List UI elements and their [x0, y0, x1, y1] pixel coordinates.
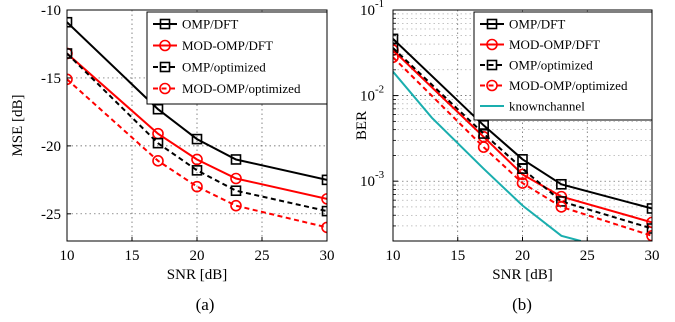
panel-b-y-tick-base-1: 10 [360, 89, 375, 105]
panel-b-series-omp-optimized-point-4 [646, 223, 652, 234]
panel-a-series-omp-dft-point-0 [67, 16, 73, 28]
panel-b-legend-omp-optimized-marker [486, 59, 498, 71]
panel-a-x-tick-label-1: 15 [125, 248, 140, 264]
panel-b-y-tick-base-0: 10 [360, 174, 375, 190]
panel-b-series-mod-omp-dft-point-4 [646, 216, 652, 229]
panel-b-y-axis-label: BER [354, 111, 370, 140]
panel-b-legend-knownchannel-label: knownchannel [509, 99, 585, 114]
panel-b-legend: OMP/DFT MOD-OMP/DFT OMP/optimized MOD-OMP/o… [473, 11, 653, 121]
panel-b-x-tick-label-0: 10 [386, 248, 401, 264]
panel-a-series-omp-optimized-line [67, 52, 327, 213]
panel-a-series-mod-omp-optimized-point-3 [230, 199, 242, 212]
panel-a-series-group [67, 16, 327, 234]
panel-a-series-omp-optimized-point-0 [67, 48, 73, 59]
panel-a-series-mod-omp-optimized-line [67, 78, 327, 229]
panel-a-legend-omp-dft-marker [159, 18, 171, 30]
panel-b-x-axis-label: SNR [dB] [492, 267, 552, 283]
panel-a-series-mod-omp-dft-point-2 [191, 153, 203, 166]
panel-b-series-omp-optimized-point-0 [393, 42, 399, 54]
panel-a-series-omp-dft-point-4 [321, 174, 327, 186]
panel-a-mse-chart: 10 15 20 25 30 SNR [dB] -25 -20 -15 -10 MSE [dB] OM… [10, 3, 335, 283]
panel-b-series-mod-omp-optimized-point-4 [646, 230, 652, 241]
panel-a-legend-mod-omp-optimized-label: MOD-OMP/optimized [182, 81, 301, 96]
panel-a-series-mod-omp-optimized-point-2 [191, 180, 203, 193]
panel-a-series-omp-dft-point-2 [191, 133, 203, 145]
panel-a-series-omp-optimized-point-1 [152, 137, 164, 149]
panel-b-x-tick-label-3: 25 [580, 248, 595, 264]
panel-b-series-mod-omp-optimized-line [393, 56, 652, 237]
panel-b-series-knownchannel-line [393, 71, 582, 241]
panel-a-series-mod-omp-optimized-point-0 [67, 73, 73, 86]
panel-b-legend-omp-dft-marker [486, 18, 498, 30]
panel-b-legend-omp-optimized-label: OMP/optimized [509, 58, 593, 73]
panel-a-legend-box [146, 11, 328, 105]
panel-a-legend-omp-dft-label: OMP/DFT [182, 17, 238, 32]
panel-b-series-omp-optimized-point-2 [517, 163, 528, 174]
panel-b-y-tick-base-2: 10 [360, 3, 375, 19]
panel-b-y-tick-exp-0: -3 [375, 169, 385, 181]
panel-a-y-tick-label-3: -10 [41, 3, 61, 19]
panel-b-legend-omp-dft-label: OMP/DFT [509, 17, 565, 32]
panel-b-x-tick-label-2: 20 [515, 248, 530, 264]
panel-a-legend-mod-omp-dft-label: MOD-OMP/DFT [182, 38, 273, 53]
panel-b-series-mod-omp-optimized-point-1 [477, 141, 490, 153]
panel-a-series-omp-optimized-point-4 [321, 205, 327, 217]
panel-b-legend-mod-omp-dft-marker [486, 38, 498, 51]
panel-a-series-mod-omp-optimized-point-1 [152, 155, 164, 167]
panel-b-series-mod-omp-optimized-point-2 [516, 177, 529, 189]
panel-a-series-omp-dft-line [67, 21, 327, 181]
panel-a-y-tick-label-1: -20 [41, 139, 61, 155]
panel-a-series-omp-optimized-point-2 [191, 165, 203, 176]
panel-b-series-omp-dft-point-4 [646, 203, 652, 214]
panel-a-series-mod-omp-optimized-point-4 [321, 221, 327, 234]
panel-b-series-mod-omp-optimized-point-3 [555, 201, 568, 213]
panel-a-series-mod-omp-dft-point-4 [321, 193, 327, 205]
panel-b-series-omp-optimized-point-1 [478, 128, 489, 139]
panel-a-legend: OMP/DFT MOD-OMP/DFT OMP/optimized MOD-OMP/o… [146, 11, 328, 105]
panel-a-series-omp-dft-point-3 [230, 154, 242, 165]
panel-a-x-axis-label: SNR [dB] [167, 267, 227, 283]
panel-a-y-tick-label-2: -15 [41, 71, 61, 87]
panel-b-legend-mod-omp-optimized-label: MOD-OMP/optimized [509, 78, 628, 93]
panel-b-legend-box [473, 11, 653, 121]
panel-b-series-omp-dft-point-0 [393, 33, 399, 45]
panel-a-x-tick-label-4: 30 [320, 248, 335, 264]
panel-b-series-omp-dft-point-3 [556, 178, 567, 190]
panel-b-y-tick-exp-2: -1 [375, 0, 384, 10]
panel-b-legend-mod-omp-dft-label: MOD-OMP/DFT [509, 37, 600, 52]
panel-a-series-omp-optimized-point-3 [230, 185, 242, 197]
panel-a-legend-mod-omp-optimized-marker [159, 82, 171, 95]
panel-b-caption: (b) [512, 295, 532, 314]
panel-a-series-mod-omp-dft-line [67, 52, 327, 200]
panel-a-x-tick-label-2: 20 [190, 248, 205, 264]
panel-a-caption: (a) [196, 295, 215, 314]
panel-a-legend-mod-omp-dft-marker [159, 39, 171, 52]
panel-b-series-omp-dft-line [393, 38, 652, 210]
panel-a-legend-omp-optimized-marker [159, 61, 171, 73]
panel-a-x-tick-label-0: 10 [60, 248, 75, 264]
panel-b-series-mod-omp-dft-line [393, 49, 652, 224]
panel-b-y-tick-exp-1: -2 [375, 84, 384, 96]
panel-b-legend-mod-omp-optimized-marker [486, 79, 498, 92]
panel-b-series-group [393, 33, 652, 241]
panel-b-series-omp-optimized-line [393, 47, 652, 230]
panel-b-x-tick-label-4: 30 [645, 248, 660, 264]
panel-a-series-omp-dft-point-1 [152, 103, 164, 115]
panel-b-series-mod-omp-dft-point-2 [516, 168, 529, 181]
panel-a-legend-omp-optimized-label: OMP/optimized [182, 60, 266, 75]
panel-a-y-tick-label-0: -25 [41, 207, 61, 223]
panel-b-x-tick-label-1: 15 [450, 248, 465, 264]
panel-a-series-mod-omp-dft-point-3 [230, 172, 242, 185]
panel-a-x-tick-label-3: 25 [255, 248, 270, 264]
panel-a-y-axis-label: MSE [dB] [10, 94, 26, 156]
panel-b-series-mod-omp-optimized-point-0 [393, 51, 399, 64]
